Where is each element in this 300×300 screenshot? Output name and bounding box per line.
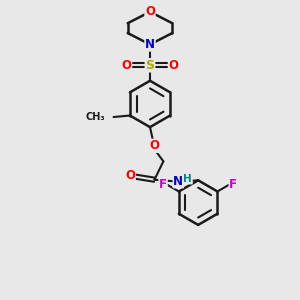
Text: O: O <box>149 139 160 152</box>
Text: O: O <box>145 5 155 18</box>
Text: N: N <box>145 38 155 51</box>
Text: S: S <box>146 59 154 72</box>
Text: N: N <box>173 175 183 188</box>
Text: O: O <box>169 59 179 72</box>
Text: CH₃: CH₃ <box>85 112 105 122</box>
Text: O: O <box>121 59 131 72</box>
Text: F: F <box>229 178 237 191</box>
Text: O: O <box>125 169 135 182</box>
Text: F: F <box>159 178 167 191</box>
Text: H: H <box>183 174 192 184</box>
